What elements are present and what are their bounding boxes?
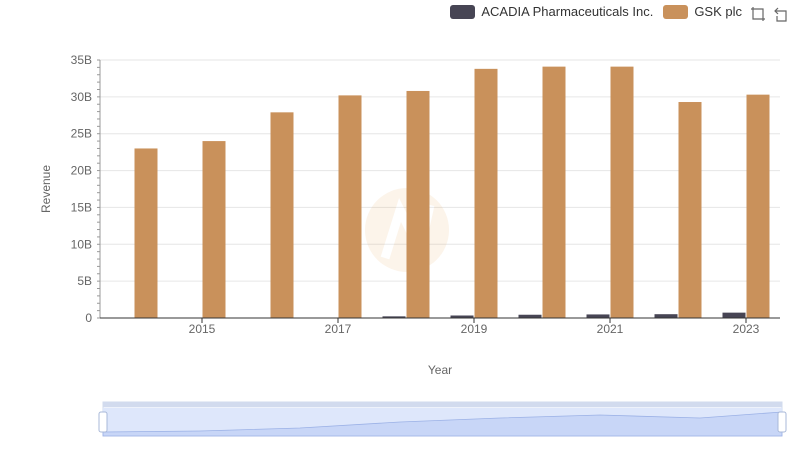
legend-item-gsk[interactable]: GSK plc [663,4,742,19]
datazoom-handle-right[interactable] [777,411,787,433]
zoom-icon[interactable] [750,6,766,22]
bar-gsk-2023[interactable] [746,94,770,318]
y-tick-label: 5B [77,274,92,288]
legend-item-acadia[interactable]: ACADIA Pharmaceuticals Inc. [450,4,653,19]
bar-acadia-2021[interactable] [586,314,610,318]
y-tick-label: 35B [71,53,92,67]
datazoom-slider[interactable] [98,401,787,437]
datazoom-drag-handle[interactable] [103,402,782,407]
bar-gsk-2021[interactable] [610,66,634,319]
y-tick-label: 15B [71,200,92,214]
bar-gsk-2020[interactable] [542,66,566,319]
y-tick-label: 0 [85,311,92,325]
y-tick-label: 20B [71,164,92,178]
datazoom-handle-left[interactable] [98,411,108,433]
y-tick-label: 30B [71,90,92,104]
bar-acadia-2018[interactable] [382,316,406,318]
bar-gsk-2015[interactable] [202,141,226,318]
bar-acadia-2020[interactable] [518,314,542,318]
x-tick-label: 2023 [733,322,760,336]
bar-gsk-2022[interactable] [678,102,702,318]
bar-gsk-2016[interactable] [270,112,294,318]
bar-gsk-2017[interactable] [338,95,362,318]
y-tick-label: 25B [71,127,92,141]
x-tick-label: 2017 [325,322,352,336]
axes [97,59,780,323]
legend-label-gsk: GSK plc [694,4,742,19]
bar-gsk-2018[interactable] [406,90,430,319]
axis-labels: 0 5B 10B 15B 20B 25B 30B 35B 2015 2017 2019 2021 202… [71,53,760,336]
bar-gsk-2019[interactable] [474,68,498,319]
legend-swatch-gsk [663,4,689,19]
x-tick-label: 2019 [461,322,488,336]
legend: ACADIA Pharmaceuticals Inc. GSK plc [450,4,742,19]
restore-icon[interactable] [774,6,790,22]
bar-gsk-2014[interactable] [134,148,158,318]
legend-swatch-acadia [450,4,476,19]
bars [134,66,770,319]
toolbox [750,6,790,22]
x-tick-label: 2015 [189,322,216,336]
bar-acadia-2023[interactable] [722,312,746,318]
datazoom-preview-area [102,411,783,437]
x-tick-label: 2021 [597,322,624,336]
x-axis-title: Year [428,363,452,377]
bar-acadia-2022[interactable] [654,314,678,318]
bar-acadia-2019[interactable] [450,315,474,318]
legend-label-acadia: ACADIA Pharmaceuticals Inc. [481,4,654,19]
y-axis-title: Revenue [39,165,53,213]
y-tick-label: 10B [71,237,92,251]
